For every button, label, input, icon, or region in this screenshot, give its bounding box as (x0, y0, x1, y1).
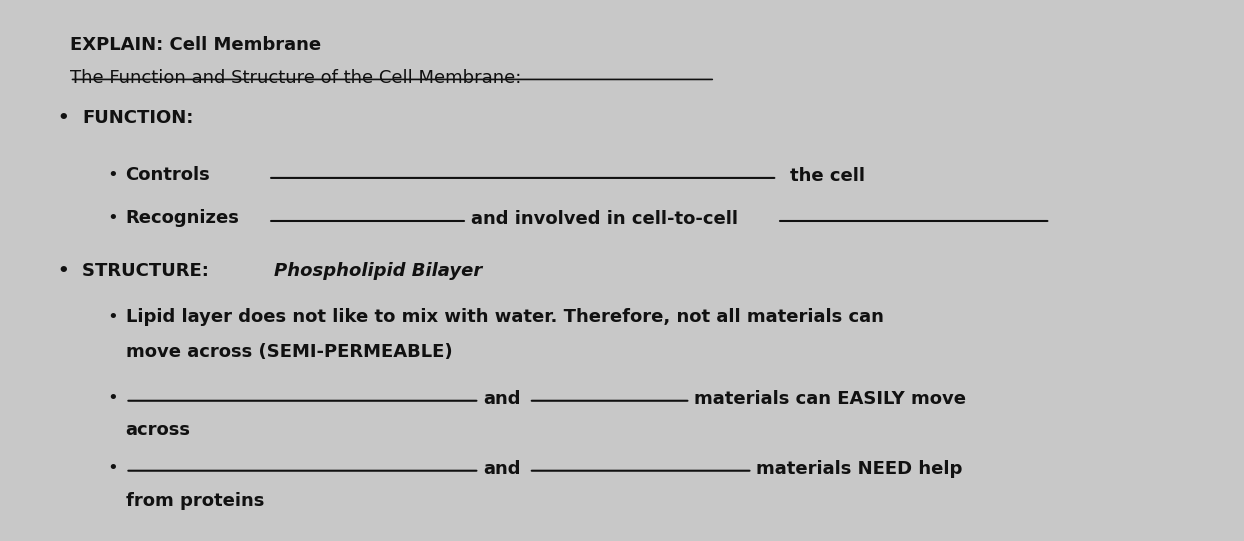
Text: the cell: the cell (790, 167, 865, 185)
Text: and: and (483, 460, 520, 478)
Text: Controls: Controls (126, 166, 210, 183)
Text: •: • (57, 262, 68, 280)
Text: FUNCTION:: FUNCTION: (82, 109, 194, 127)
Text: and: and (483, 390, 520, 408)
Text: •: • (107, 209, 118, 227)
Text: EXPLAIN: Cell Membrane: EXPLAIN: Cell Membrane (70, 36, 321, 55)
Text: •: • (107, 308, 118, 326)
Text: from proteins: from proteins (126, 492, 264, 510)
Text: Phospholipid Bilayer: Phospholipid Bilayer (275, 262, 483, 280)
Text: move across (SEMI-PERMEABLE): move across (SEMI-PERMEABLE) (126, 343, 452, 361)
Text: •: • (107, 389, 118, 407)
Text: •: • (107, 459, 118, 477)
Text: •: • (57, 109, 68, 127)
Text: materials NEED help: materials NEED help (756, 460, 963, 478)
Text: Lipid layer does not like to mix with water. Therefore, not all materials can: Lipid layer does not like to mix with wa… (126, 308, 883, 326)
Text: STRUCTURE:: STRUCTURE: (82, 262, 215, 280)
Text: across: across (126, 421, 190, 439)
Text: •: • (107, 166, 118, 183)
Text: Recognizes: Recognizes (126, 209, 239, 227)
Text: and involved in cell-to-cell: and involved in cell-to-cell (470, 210, 738, 228)
Text: The Function and Structure of the Cell Membrane:: The Function and Structure of the Cell M… (70, 69, 521, 87)
Text: materials can EASILY move: materials can EASILY move (694, 390, 967, 408)
